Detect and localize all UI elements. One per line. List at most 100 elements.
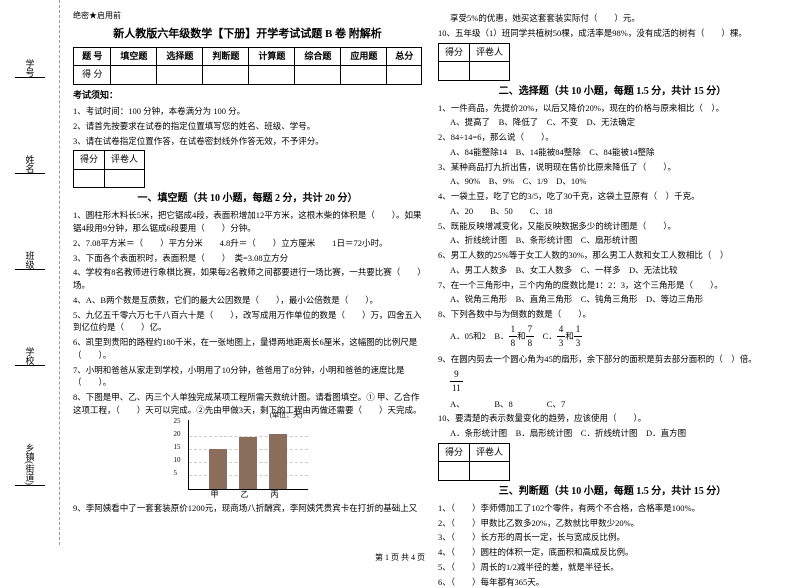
left-column: 绝密★启用前 新人教版六年级数学【下册】开学考试试题 B 卷 附解析 题 号 填… — [65, 10, 430, 535]
right-column: 享受5%的优惠，她买这套套装实际付（ ）元。 10、五年级（1）班同学共植树50… — [430, 10, 795, 535]
choice-q2: 2、84÷14=6，那么说（ ）。 — [438, 131, 787, 144]
th-calc: 计算题 — [249, 47, 295, 66]
margin-label-school: 学校 — [15, 347, 45, 366]
fill-q3b: 4、学校有8名教师进行象棋比赛，如果每2名教师之间都要进行一场比赛，一共要比赛（… — [73, 266, 422, 292]
score-cell[interactable] — [111, 66, 157, 85]
score-cell[interactable] — [387, 66, 422, 85]
notice-3: 3、请在试卷指定位置作答，在试卷密封线外作答无效，不予评分。 — [73, 135, 422, 148]
frac-7-8: 78 — [526, 323, 535, 351]
fill-q6: 6、凯里到贵阳的路程约180千米，在一张地图上，量得两地距离长6厘米，这幅图的比… — [73, 336, 422, 362]
ylabel-25: 25 — [174, 416, 181, 427]
notice-title: 考试须知： — [73, 89, 422, 103]
judge-q3: 3、（ ）长方形的周长一定，长与宽成反比例。 — [438, 531, 787, 544]
margin-label-studentid: 学号 — [15, 59, 45, 78]
opt-a: A．05和2 — [450, 331, 486, 341]
score-cell[interactable] — [295, 66, 341, 85]
grader-label: 评卷人 — [105, 151, 145, 170]
frac-4-3: 43 — [557, 323, 566, 351]
and-text: 和 — [517, 331, 526, 341]
grader-cell[interactable] — [470, 462, 510, 481]
score-label: 得分 — [439, 43, 470, 62]
choice-q6: 6、男工人数的25%等于女工人数的30%，那么男工人数和女工人数相比（ ） — [438, 249, 787, 262]
fill-q9: 9、李阿姨看中了一套套装原价1200元，现商场八折酬宾，李阿姨凭贵宾卡在打折的基… — [73, 502, 422, 515]
judge-q1: 1、（ ）李师傅加工了102个零件，有两个不合格，合格率是100%。 — [438, 502, 787, 515]
score-cell[interactable] — [249, 66, 295, 85]
score-cell[interactable] — [439, 62, 470, 81]
section-3-title: 三、判断题（共 10 小题，每题 1.5 分，共计 15 分） — [438, 484, 787, 499]
choice-q1: 1、一件商品，先提价20%，以后又降价20%，现在的价格与原来相比（ ）。 — [438, 102, 787, 115]
grader-cell[interactable] — [470, 62, 510, 81]
grader-label: 评卷人 — [470, 43, 510, 62]
exam-page: 学号 姓名 班级 学校 乡镇(街道) 绝密★启用前 新人教版六年级数学【下册】开… — [0, 0, 800, 545]
score-cell[interactable] — [157, 66, 203, 85]
exam-title: 新人教版六年级数学【下册】开学考试试题 B 卷 附解析 — [73, 26, 422, 43]
choice-q9: 9、在圆内剪去一个圆心角为45的扇形，余下部分的面积是剪去部分面积的（ ）倍。 — [438, 353, 787, 366]
choice-q3: 3、某种商品打九折出售，说明现在售价比原来降低了（ ）。 — [438, 161, 787, 174]
judge-q6: 6、（ ）每年都有365天。 — [438, 576, 787, 588]
binding-margin: 学号 姓名 班级 学校 乡镇(街道) — [0, 0, 60, 545]
section-score-box-3: 得分评卷人 — [438, 443, 510, 481]
margin-label-town: 乡镇(街道) — [15, 443, 45, 486]
choice-q9-opts: 911 — [438, 368, 787, 396]
score-cell[interactable] — [74, 169, 105, 188]
chart-title: (单位：天) — [270, 410, 303, 421]
grader-label: 评卷人 — [470, 443, 510, 462]
bar-yi — [239, 437, 257, 489]
ylabel-20: 20 — [174, 429, 181, 440]
grader-cell[interactable] — [105, 169, 145, 188]
choice-q7-opts: A、锐角三角形 B、直角三角形 C、钝角三角形 D、等边三角形 — [438, 293, 787, 306]
choice-q6-opts: A、男工人数多 B、女工人数多 C、一样多 D、无法比较 — [438, 264, 787, 277]
th-comp: 综合题 — [295, 47, 341, 66]
score-cell[interactable] — [341, 66, 387, 85]
margin-label-class: 班级 — [15, 251, 45, 270]
score-header-row: 题 号 填空题 选择题 判断题 计算题 综合题 应用题 总分 — [74, 47, 422, 66]
xlabel-jia: 甲 — [211, 489, 219, 501]
choice-q8: 8、下列各数中与为倒数的数是（ ）。 — [438, 308, 787, 321]
bar-bing — [269, 434, 287, 489]
ylabel-15: 15 — [174, 442, 181, 453]
td-score: 得 分 — [74, 66, 111, 85]
frac-1-8: 18 — [509, 323, 518, 351]
choice-q4: 4、一袋土豆，吃了它的3/5，吃了30千克，这袋土豆原有（ ）千克。 — [438, 190, 787, 203]
margin-label-name: 姓名 — [15, 155, 45, 174]
judge-q2: 2、（ ）甲数比乙数多20%，乙数就比甲数少20%。 — [438, 517, 787, 530]
choice-q8-opts: A．05和2 B．18和78 C．43和13 — [438, 323, 787, 351]
secret-label: 绝密★启用前 — [73, 10, 422, 22]
frac-1-3: 13 — [574, 323, 583, 351]
fill-q4: 4、A、B两个数是互质数，它们的最大公因数是（ ），最小公倍数是（ ）。 — [73, 294, 422, 307]
content-area: 绝密★启用前 新人教版六年级数学【下册】开学考试试题 B 卷 附解析 题 号 填… — [60, 0, 800, 545]
ylabel-5: 5 — [174, 468, 178, 479]
score-label: 得分 — [74, 151, 105, 170]
choice-q9-opts2: A、 B、8 C、7 — [438, 398, 787, 411]
choice-q2-opts: A、84能整除14 B、14能被84整除 C、84能被14整除 — [438, 146, 787, 159]
and-text: 和 — [565, 331, 574, 341]
xlabel-yi: 乙 — [241, 489, 249, 501]
choice-q4-opts: A、20 B、50 C、18 — [438, 205, 787, 218]
fill-q8: 8、下图是甲、乙、丙三个人单独完成某项工程所需天数统计图。请看图填空。① 甲、乙… — [73, 391, 422, 417]
th-num: 题 号 — [74, 47, 111, 66]
section-2-title: 二、选择题（共 10 小题，每题 1.5 分，共计 15 分） — [438, 84, 787, 99]
choice-q5-opts: A、折线统计图 B、条形统计图 C、扇形统计图 — [438, 234, 787, 247]
score-label: 得分 — [439, 443, 470, 462]
th-choice: 选择题 — [157, 47, 203, 66]
choice-q7: 7、在一个三角形中，三个内角的度数比是1：2：3，这个三角形是（ ）。 — [438, 279, 787, 292]
score-value-row: 得 分 — [74, 66, 422, 85]
opt-c: C． — [543, 331, 557, 341]
section-1-title: 一、填空题（共 10 小题，每题 2 分，共计 20 分） — [73, 191, 422, 206]
opt-b: B． — [494, 331, 508, 341]
bar-jia — [209, 449, 227, 489]
fill-q2: 2、7.08平方米＝（ ）平方分米 4.8升＝（ ）立方厘米 1日＝72小时。 — [73, 237, 422, 250]
section-score-box-2: 得分评卷人 — [438, 43, 510, 81]
score-cell[interactable] — [439, 462, 470, 481]
score-cell[interactable] — [203, 66, 249, 85]
fill-q1: 1、圆柱形木料长5米，把它锯成4段，表面积增加12平方米，这根木柴的体积是（ ）… — [73, 209, 422, 235]
ylabel-10: 10 — [174, 455, 181, 466]
th-app: 应用题 — [341, 47, 387, 66]
page-footer: 第 1 页 共 4 页 — [0, 552, 800, 563]
choice-q10: 10、要清楚的表示数量变化的趋势，应该使用（ ）。 — [438, 412, 787, 425]
fill-q10: 10、五年级（1）班同学共植树50棵，成活率是98%，没有成活的树有（ ）棵。 — [438, 27, 787, 40]
choice-q5: 5、既能反映增减变化，又能反映数据多少的统计图是（ ）。 — [438, 220, 787, 233]
choice-q3-opts: A、90% B、9% C、1/9 D、10% — [438, 175, 787, 188]
fill-q9-cont: 享受5%的优惠，她买这套套装实际付（ ）元。 — [438, 12, 787, 25]
notice-1: 1、考试时间：100 分钟，本卷满分为 100 分。 — [73, 105, 422, 118]
